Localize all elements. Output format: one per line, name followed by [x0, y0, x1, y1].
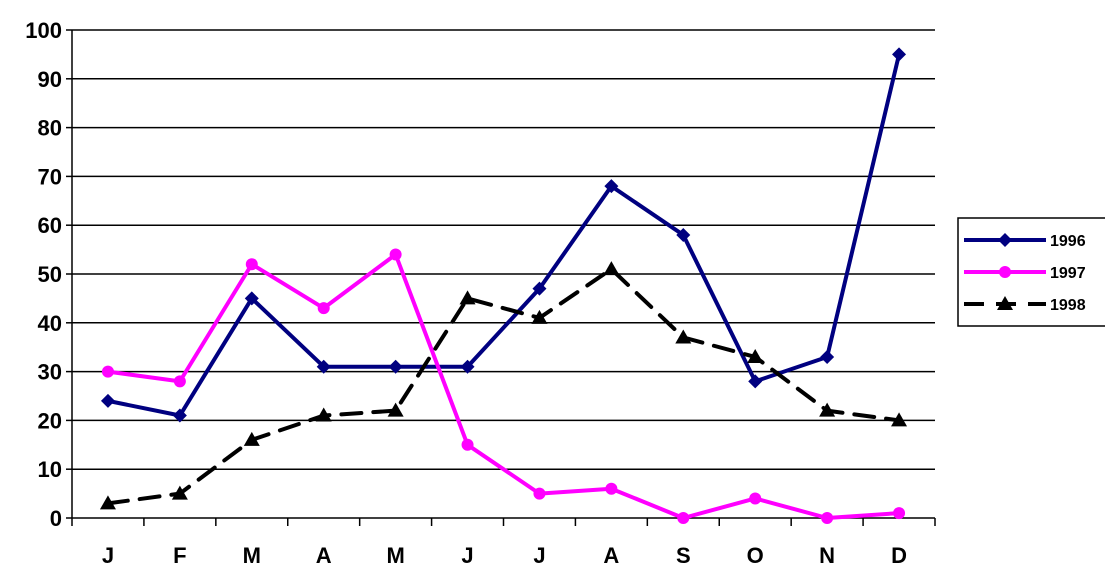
data-point-1998-5 [459, 290, 476, 305]
data-point-1996-10 [820, 349, 835, 364]
series-lines [99, 47, 908, 524]
x-tick-label-8: S [676, 543, 691, 568]
data-point-1996-2 [244, 291, 259, 306]
y-tick-label-20: 20 [38, 408, 62, 433]
data-point-1998-4 [387, 402, 404, 417]
data-point-1998-1 [171, 485, 188, 500]
data-point-1996-4 [388, 359, 403, 374]
data-point-1997-10 [821, 512, 834, 524]
data-point-1997-11 [893, 507, 906, 520]
data-point-1996-7 [604, 179, 619, 194]
legend-marker-1998 [997, 296, 1013, 310]
data-point-1998-9 [747, 348, 764, 363]
y-axis-tick-labels: 0 10 20 30 40 50 60 70 80 90 100 [25, 18, 62, 531]
series-1996 [100, 47, 907, 423]
y-tick-label-50: 50 [38, 262, 62, 287]
data-point-1998-10 [819, 402, 836, 417]
series-line-1996 [105, 52, 902, 418]
x-tick-label-4: M [386, 543, 404, 568]
y-tick-label-60: 60 [38, 213, 62, 238]
y-tick-label-90: 90 [38, 67, 62, 92]
data-point-1997-6 [533, 487, 546, 500]
x-tick-label-2: M [243, 543, 261, 568]
series-line-1998 [105, 267, 902, 506]
data-point-1998-0 [99, 495, 116, 510]
data-point-1996-6 [532, 281, 547, 296]
data-point-1996-5 [460, 359, 475, 374]
data-point-1996-8 [676, 227, 691, 242]
y-tick-label-10: 10 [38, 457, 62, 482]
legend-label-1996: 1996 [1050, 233, 1086, 250]
y-tick-label-0: 0 [50, 506, 62, 531]
y-tick-label-70: 70 [38, 164, 62, 189]
data-point-1997-0 [101, 365, 114, 378]
legend: 1996 1997 1998 [957, 217, 1105, 327]
data-point-1996-3 [316, 359, 331, 374]
legend-entry-1998: 1998 [964, 296, 1086, 314]
data-point-1998-3 [315, 407, 332, 422]
x-tick-label-0: J [102, 543, 114, 568]
legend-label-1998: 1998 [1050, 297, 1086, 314]
data-point-1997-4 [389, 248, 402, 261]
axes [66, 29, 936, 526]
data-point-1996-11 [892, 47, 907, 62]
series-1997 [101, 248, 906, 524]
x-tick-label-1: F [173, 543, 186, 568]
data-point-1997-8 [677, 512, 690, 524]
data-point-1997-3 [317, 302, 330, 315]
x-tick-label-11: D [891, 543, 907, 568]
legend-entry-1997: 1997 [964, 265, 1086, 282]
data-point-1998-8 [675, 329, 692, 344]
data-point-1998-11 [891, 412, 908, 427]
gridlines [72, 29, 935, 470]
data-point-1996-1 [172, 408, 187, 423]
data-point-1996-0 [100, 393, 115, 408]
y-tick-label-40: 40 [38, 311, 62, 336]
x-tick-label-5: J [461, 543, 473, 568]
x-tick-label-3: A [316, 543, 332, 568]
data-point-1997-9 [749, 492, 762, 505]
data-point-1997-1 [173, 375, 186, 388]
data-point-1997-7 [605, 482, 618, 495]
x-tick-label-10: N [819, 543, 835, 568]
series-1998 [99, 261, 908, 510]
data-point-1998-7 [603, 261, 620, 276]
series-line-1997 [105, 252, 902, 520]
x-tick-label-9: O [747, 543, 764, 568]
data-point-1996-9 [748, 374, 763, 389]
data-point-1998-6 [531, 309, 548, 324]
legend-label-1997: 1997 [1050, 265, 1086, 282]
y-tick-label-80: 80 [38, 116, 62, 141]
y-tick-label-100: 100 [25, 18, 62, 43]
data-point-1998-2 [243, 431, 260, 446]
y-tick-label-30: 30 [38, 360, 62, 385]
legend-marker-1996 [998, 233, 1012, 247]
x-tick-label-6: J [533, 543, 545, 568]
data-point-1997-5 [461, 438, 474, 451]
legend-marker-1997 [999, 266, 1011, 278]
data-point-1997-2 [245, 258, 258, 271]
legend-entry-1996: 1996 [964, 233, 1086, 250]
x-tick-label-7: A [603, 543, 619, 568]
